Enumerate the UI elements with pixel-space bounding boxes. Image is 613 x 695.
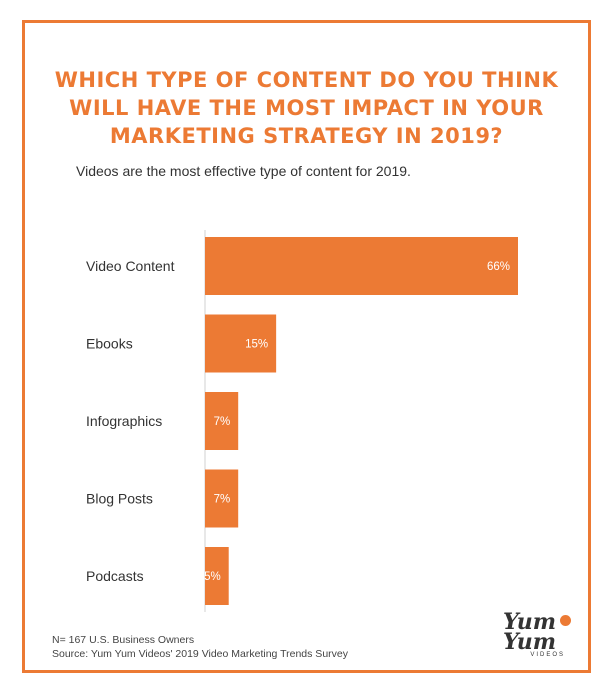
yumyum-logo: Yum Yum VIDEOS [503, 609, 583, 662]
chart-subtitle: Videos are the most effective type of co… [76, 163, 411, 179]
source-note: Source: Yum Yum Videos' 2019 Video Marke… [52, 648, 348, 660]
chart-frame [22, 20, 591, 673]
category-label: Ebooks [86, 336, 133, 352]
value-label: 7% [214, 416, 231, 428]
category-label: Infographics [86, 413, 162, 429]
value-label: 7% [214, 494, 231, 506]
logo-subtext: VIDEOS [530, 652, 565, 658]
bar-infographics [205, 392, 239, 450]
category-label: Blog Posts [86, 491, 153, 507]
sample-note: N= 167 U.S. Business Owners [52, 634, 195, 646]
value-label: 5% [204, 571, 221, 583]
value-label: 66% [487, 261, 510, 273]
value-label: 15% [245, 339, 268, 351]
bar-ebooks [205, 314, 277, 373]
logo-dot-icon [560, 615, 571, 626]
category-label: Podcasts [86, 568, 144, 584]
logo-wordmark: Yum Yum [503, 609, 557, 655]
bar-podcasts [205, 547, 229, 605]
bar-blog-posts [205, 469, 239, 528]
category-label: Video Content [86, 258, 175, 274]
bar-video-content [205, 237, 518, 295]
chart-title: WHICH TYPE OF CONTENT DO YOU THINK WILL … [54, 68, 559, 148]
chart-footer: N= 167 U.S. Business Owners Source: Yum … [52, 633, 348, 661]
